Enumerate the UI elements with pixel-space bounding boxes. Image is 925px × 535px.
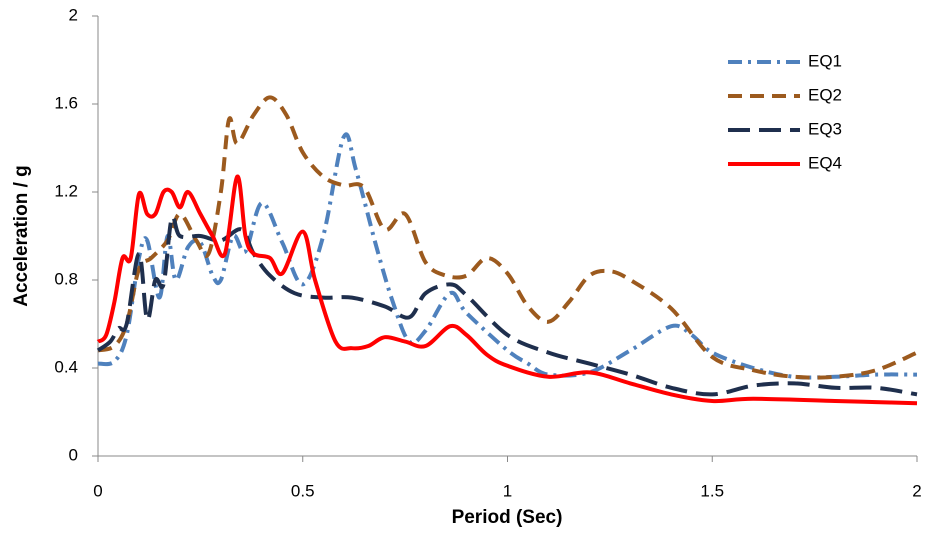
x-tick-label: 2: [912, 481, 921, 500]
y-axis-label: Acceleration / g: [11, 165, 32, 307]
x-tick-label: 1.5: [700, 481, 724, 500]
legend-label: EQ3: [808, 119, 842, 138]
series-line: [97, 95, 918, 380]
y-tick-label: 2: [69, 5, 78, 24]
y-tick-label: 0.8: [54, 269, 78, 288]
series-line: [96, 214, 918, 397]
y-tick-label: 0.4: [54, 357, 78, 376]
y-tick-label: 1.6: [54, 93, 78, 112]
x-tick-label: 0.5: [291, 481, 315, 500]
legend-label: EQ4: [808, 153, 842, 172]
x-axis-label: Period (Sec): [452, 507, 563, 528]
x-tick-label: 0: [93, 481, 102, 500]
legend-label: EQ2: [808, 85, 842, 104]
legend-label: EQ1: [808, 51, 842, 70]
series-line: [96, 174, 918, 406]
y-tick-label: 0: [69, 445, 78, 464]
x-tick-label: 1: [503, 481, 512, 500]
y-tick-label: 1.2: [54, 181, 78, 200]
